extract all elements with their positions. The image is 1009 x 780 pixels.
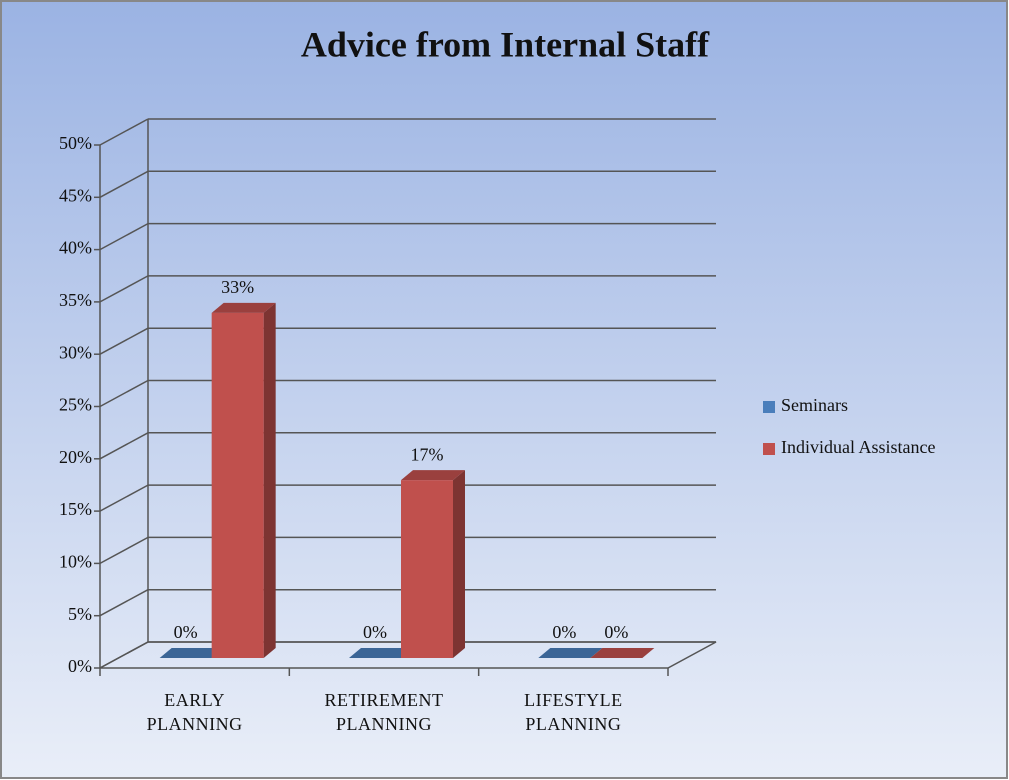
grid-line-side	[99, 641, 149, 669]
legend-swatch	[763, 443, 775, 455]
y-tick-label: 35%	[59, 290, 92, 310]
grid-line-side	[99, 222, 149, 251]
y-tick-label: 40%	[59, 238, 92, 258]
bar-top	[590, 648, 655, 658]
bar	[211, 302, 276, 658]
bar-top	[538, 648, 603, 658]
chart-title: Advice from Internal Staff	[301, 24, 710, 64]
data-label: 0%	[363, 622, 387, 642]
x-tick-label: LIFESTYLE PLANNING	[524, 690, 623, 734]
grid-line-side	[99, 484, 149, 512]
data-label: 33%	[221, 277, 254, 297]
y-tick-label: 25%	[59, 395, 92, 415]
x-tick-label: RETIREMENT PLANNING	[324, 690, 444, 734]
legend-label: Individual Assistance	[781, 437, 935, 457]
bar-side	[453, 470, 465, 658]
data-label: 0%	[174, 622, 198, 642]
bar-top	[401, 470, 465, 481]
grid-line-side	[99, 275, 149, 303]
bar-top	[349, 648, 413, 658]
y-tick-label: 45%	[59, 185, 92, 205]
bar-front	[211, 312, 264, 658]
y-tick-label: 30%	[59, 342, 92, 362]
y-tick-label: 0%	[68, 656, 92, 676]
bar-top	[159, 648, 224, 658]
grid-line-side	[99, 118, 149, 146]
grid-line-side	[99, 589, 149, 617]
bar	[159, 648, 224, 658]
grid-line-side	[99, 379, 149, 408]
grid-line-side	[99, 327, 149, 355]
x-tick-label: EARLY PLANNING	[146, 690, 243, 734]
bar-side	[263, 302, 276, 658]
bar	[590, 648, 655, 658]
legend-label: Seminars	[781, 395, 848, 415]
y-tick-label: 15%	[59, 499, 92, 519]
data-label: 0%	[552, 622, 576, 642]
bar	[538, 648, 603, 658]
bar	[349, 648, 413, 658]
bar-front	[401, 480, 453, 658]
grid-line-side	[99, 432, 149, 460]
bar-top	[211, 302, 276, 313]
data-label: 17%	[411, 444, 444, 464]
bar	[401, 470, 465, 658]
y-tick-label: 10%	[59, 552, 92, 572]
y-tick-label: 20%	[59, 447, 92, 467]
data-label: 0%	[604, 622, 628, 642]
grid-line-side	[99, 536, 149, 565]
y-tick-label: 5%	[68, 604, 92, 624]
grid-line-side	[99, 170, 149, 198]
y-tick-label: 50%	[59, 133, 92, 153]
legend-swatch	[763, 401, 775, 413]
